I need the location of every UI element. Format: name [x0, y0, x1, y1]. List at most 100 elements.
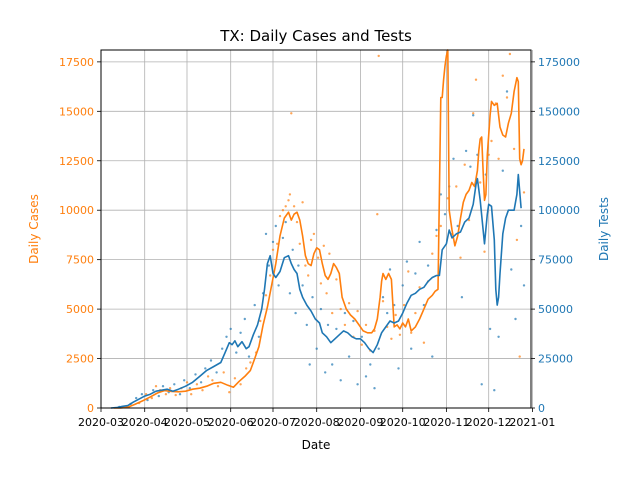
cases-point: [307, 274, 310, 277]
tests-point: [326, 323, 330, 327]
tests-point: [352, 319, 355, 323]
tests-point: [497, 335, 500, 338]
tests-point: [364, 375, 368, 378]
cases-point: [356, 309, 359, 313]
tests-point: [488, 327, 492, 331]
cases-point: [295, 220, 299, 224]
cases-point: [508, 52, 512, 56]
tests-point: [247, 355, 251, 358]
tests-point: [301, 284, 304, 287]
tests-point: [194, 373, 197, 376]
y-tick-label-right: 0: [538, 402, 545, 415]
y-tick-label-left: 12500: [59, 155, 94, 168]
cases-point: [376, 213, 379, 216]
cases-point: [281, 209, 285, 212]
tests-point: [284, 220, 287, 224]
cases-point: [410, 331, 413, 334]
tests-point: [209, 359, 213, 362]
cases-point: [298, 242, 301, 245]
tests-point: [493, 389, 496, 392]
tests-point: [414, 272, 417, 275]
tests-point: [288, 292, 292, 295]
y-axis-label-right: Daily Tests: [597, 197, 611, 261]
cases-point: [364, 323, 368, 327]
cases-point: [288, 193, 292, 196]
cases-point: [319, 282, 323, 285]
tests-point: [373, 387, 376, 390]
cases-point: [206, 375, 210, 378]
cases-point: [278, 214, 282, 218]
y-tick-label-right: 25000: [538, 353, 573, 366]
cases-point: [418, 286, 421, 289]
cases-point: [472, 112, 475, 115]
tests-point: [388, 268, 392, 271]
cases-point: [335, 278, 338, 281]
cases-point: [276, 242, 279, 245]
tests-point: [271, 240, 275, 244]
chart-title: TX: Daily Cases and Tests: [219, 27, 412, 45]
tests-point: [381, 296, 385, 299]
cases-point: [216, 385, 220, 388]
cases-point: [312, 232, 316, 236]
series-lines: [110, 49, 525, 409]
cases-point: [479, 181, 482, 184]
tests-point: [522, 284, 526, 287]
tests-point: [360, 335, 363, 338]
x-axis-label: Date: [302, 438, 331, 452]
tests-point: [183, 379, 186, 382]
tests-point: [431, 355, 434, 358]
tests-point: [135, 396, 138, 400]
cases-point: [360, 343, 363, 346]
cases-point: [174, 393, 177, 397]
tests-point: [308, 363, 311, 366]
tests-point: [291, 248, 294, 251]
cases-point: [259, 319, 262, 323]
tests-point: [277, 284, 280, 287]
tests-point: [274, 224, 277, 228]
cases-point: [455, 185, 458, 188]
y-tick-label-left: 5000: [66, 303, 94, 316]
cases-point: [201, 389, 204, 392]
tests-point: [331, 363, 334, 366]
cases-point: [322, 244, 325, 247]
tests-point: [369, 363, 372, 366]
tests-point: [397, 367, 400, 370]
x-tick-label: 2020-09: [337, 416, 383, 429]
cases-point: [228, 391, 231, 394]
y-tick-label-left: 17500: [59, 56, 94, 69]
cases-point: [398, 333, 402, 336]
cases-point: [239, 383, 242, 386]
tests-point: [443, 213, 447, 216]
x-tick-label: 2020-12: [466, 416, 512, 429]
tests-point: [418, 240, 421, 244]
x-tick-label: 2020-08: [294, 416, 340, 429]
cases-point: [290, 112, 293, 115]
y-tick-label-right: 175000: [538, 56, 580, 69]
y-tick-label-left: 0: [87, 402, 94, 415]
cases-point: [347, 302, 351, 305]
cases-point: [522, 191, 526, 194]
cases-point: [394, 313, 397, 317]
y-tick-label-right: 75000: [538, 254, 573, 267]
plot-frame: [100, 49, 532, 409]
tests-point: [264, 232, 268, 236]
tests-point: [386, 311, 389, 315]
tests-point: [501, 169, 504, 172]
cases-point: [474, 78, 478, 81]
cases-point: [463, 163, 466, 166]
tests-point: [514, 317, 517, 321]
cases-point: [164, 393, 168, 396]
tests-point: [253, 303, 256, 307]
cases-point: [287, 199, 290, 202]
tests-point: [267, 264, 270, 267]
tests-point: [339, 379, 342, 382]
cases-line: [113, 49, 525, 409]
tests-point: [464, 149, 468, 153]
cases-point: [381, 300, 385, 303]
y-tick-label-right: 125000: [538, 155, 580, 168]
cases-point: [233, 377, 237, 380]
cases-point: [150, 396, 153, 400]
cases-point: [284, 205, 287, 208]
